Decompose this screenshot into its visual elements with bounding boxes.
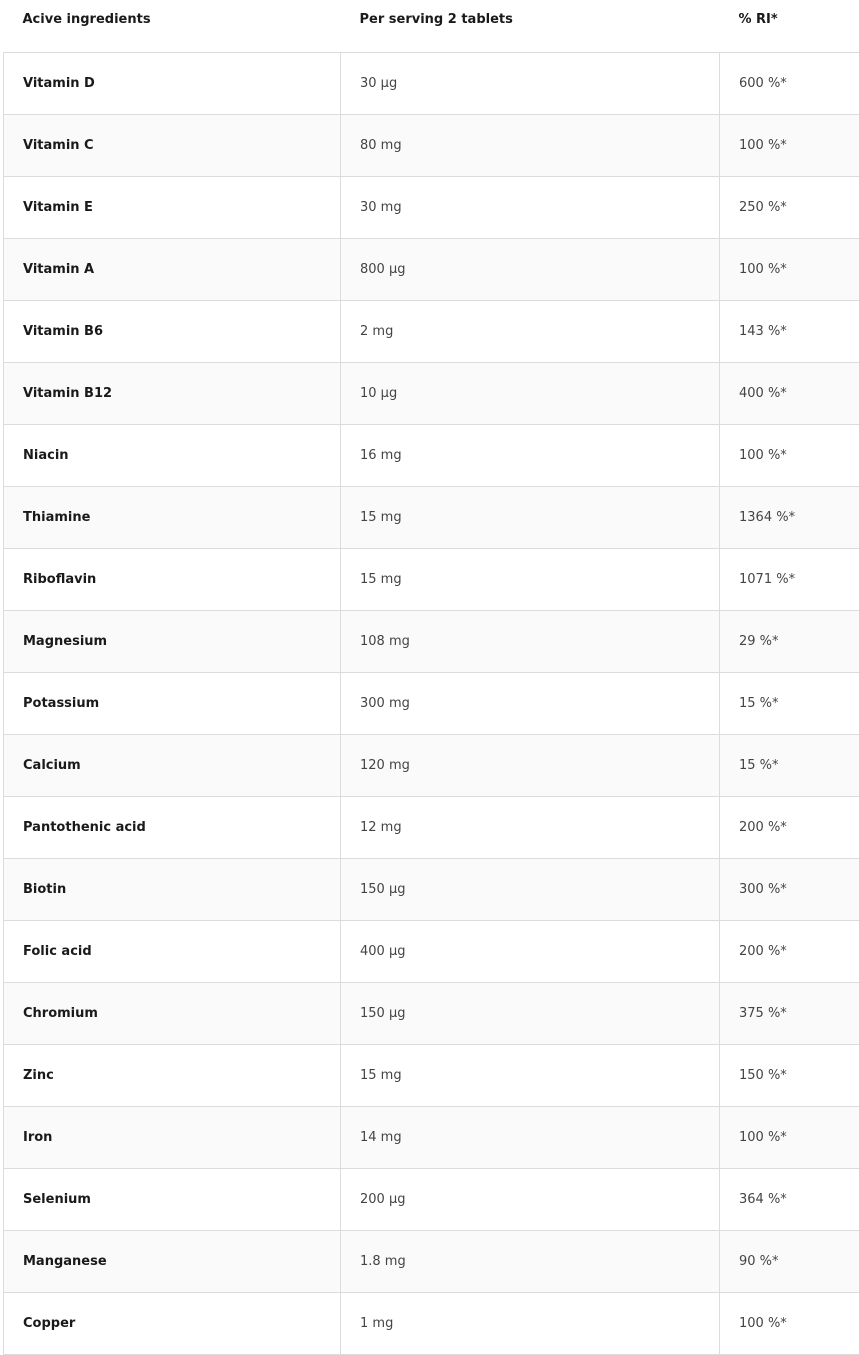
ingredient-cell: Riboflavin xyxy=(4,548,341,610)
amount-cell: 120 mg xyxy=(341,734,720,796)
ingredient-cell: Iron xyxy=(4,1106,341,1168)
amount-cell: 150 µg xyxy=(341,982,720,1044)
ri-cell: 90 %* xyxy=(720,1230,859,1292)
ingredient-cell: Vitamin D xyxy=(4,52,341,114)
amount-cell: 150 µg xyxy=(341,858,720,920)
ingredient-cell: Vitamin A xyxy=(4,238,341,300)
ingredient-cell: Vitamin E xyxy=(4,176,341,238)
table-header-row: Acive ingredients Per serving 2 tablets … xyxy=(4,0,859,52)
ri-cell: 250 %* xyxy=(720,176,859,238)
amount-cell: 300 mg xyxy=(341,672,720,734)
nutrition-table: Acive ingredients Per serving 2 tablets … xyxy=(3,0,859,1355)
amount-cell: 80 mg xyxy=(341,114,720,176)
ri-cell: 200 %* xyxy=(720,920,859,982)
ri-cell: 100 %* xyxy=(720,1292,859,1354)
amount-cell: 12 mg xyxy=(341,796,720,858)
amount-cell: 108 mg xyxy=(341,610,720,672)
ingredient-cell: Vitamin B6 xyxy=(4,300,341,362)
amount-cell: 16 mg xyxy=(341,424,720,486)
ri-cell: 1071 %* xyxy=(720,548,859,610)
ri-cell: 600 %* xyxy=(720,52,859,114)
ingredient-cell: Thiamine xyxy=(4,486,341,548)
ri-cell: 15 %* xyxy=(720,734,859,796)
ingredient-cell: Calcium xyxy=(4,734,341,796)
amount-cell: 200 µg xyxy=(341,1168,720,1230)
ri-cell: 143 %* xyxy=(720,300,859,362)
amount-cell: 15 mg xyxy=(341,1044,720,1106)
header-per-serving: Per serving 2 tablets xyxy=(341,0,720,52)
amount-cell: 1.8 mg xyxy=(341,1230,720,1292)
ingredient-cell: Copper xyxy=(4,1292,341,1354)
ri-cell: 1364 %* xyxy=(720,486,859,548)
ri-cell: 100 %* xyxy=(720,238,859,300)
ri-cell: 375 %* xyxy=(720,982,859,1044)
amount-cell: 14 mg xyxy=(341,1106,720,1168)
ingredient-cell: Niacin xyxy=(4,424,341,486)
amount-cell: 1 mg xyxy=(341,1292,720,1354)
ri-cell: 200 %* xyxy=(720,796,859,858)
ri-cell: 150 %* xyxy=(720,1044,859,1106)
amount-cell: 800 µg xyxy=(341,238,720,300)
ri-cell: 100 %* xyxy=(720,1106,859,1168)
ri-cell: 400 %* xyxy=(720,362,859,424)
amount-cell: 2 mg xyxy=(341,300,720,362)
ingredient-cell: Folic acid xyxy=(4,920,341,982)
ingredient-cell: Manganese xyxy=(4,1230,341,1292)
ingredient-cell: Potassium xyxy=(4,672,341,734)
ri-cell: 15 %* xyxy=(720,672,859,734)
amount-cell: 15 mg xyxy=(341,548,720,610)
ingredient-cell: Magnesium xyxy=(4,610,341,672)
amount-cell: 400 µg xyxy=(341,920,720,982)
ri-cell: 100 %* xyxy=(720,114,859,176)
ri-cell: 29 %* xyxy=(720,610,859,672)
ingredient-cell: Chromium xyxy=(4,982,341,1044)
amount-cell: 30 µg xyxy=(341,52,720,114)
amount-cell: 15 mg xyxy=(341,486,720,548)
header-ri: % RI* xyxy=(720,0,859,52)
ingredient-cell: Selenium xyxy=(4,1168,341,1230)
ingredient-cell: Pantothenic acid xyxy=(4,796,341,858)
ingredient-cell: Zinc xyxy=(4,1044,341,1106)
amount-cell: 10 µg xyxy=(341,362,720,424)
ri-cell: 364 %* xyxy=(720,1168,859,1230)
ingredient-cell: Biotin xyxy=(4,858,341,920)
ri-cell: 100 %* xyxy=(720,424,859,486)
header-ingredient: Acive ingredients xyxy=(4,0,341,52)
ingredient-cell: Vitamin B12 xyxy=(4,362,341,424)
amount-cell: 30 mg xyxy=(341,176,720,238)
ri-cell: 300 %* xyxy=(720,858,859,920)
ingredient-cell: Vitamin C xyxy=(4,114,341,176)
